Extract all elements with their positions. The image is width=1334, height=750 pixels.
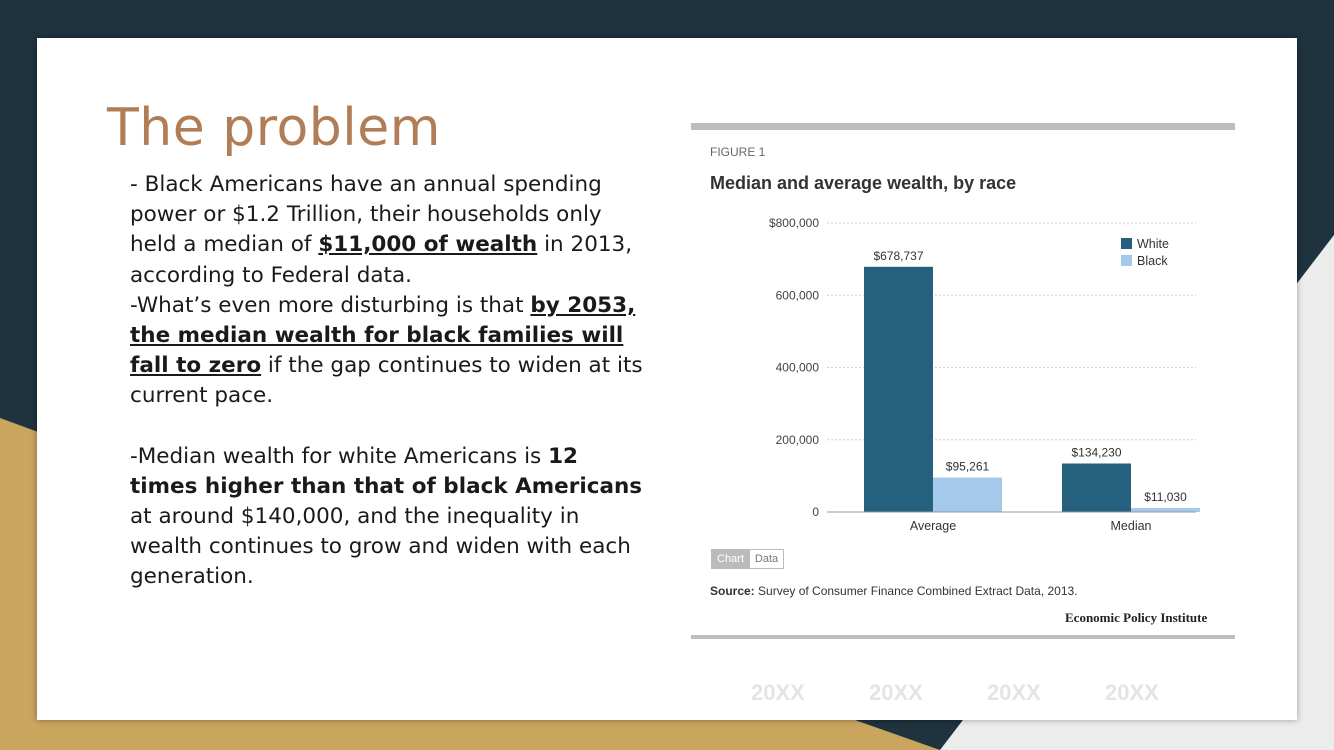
legend-label: White — [1137, 237, 1169, 251]
chart-tabs: Chart Data — [711, 549, 785, 569]
wealth-bar-chart: 0 200,000 400,000 600,000 $800,000 $678,737 $9… — [769, 216, 1200, 533]
data-label: $134,230 — [1071, 446, 1121, 460]
bar — [1131, 508, 1200, 512]
y-tick-label: $800,000 — [769, 216, 819, 230]
text-run: in 2013, according to Federal data. — [130, 232, 633, 288]
tab-chart[interactable]: Chart — [711, 549, 750, 569]
x-tick-label: Median — [1111, 519, 1152, 533]
emphasis-projection: by 2053, the median wealth for black fam… — [130, 292, 636, 379]
text-run: - Black Americans have an annual spendin… — [130, 172, 602, 258]
data-label: $678,737 — [873, 249, 923, 263]
y-tick-label: 0 — [812, 505, 819, 519]
bar — [864, 266, 933, 512]
text-run: -Median wealth for white Americans is — [130, 443, 549, 469]
paragraph-median: -Median wealth for white Americans is 12… — [130, 442, 650, 593]
figure-top-rule — [691, 123, 1235, 130]
paragraph-projection: -What’s even more disturbing is that by … — [130, 291, 650, 412]
y-tick-label: 200,000 — [776, 433, 820, 447]
emphasis-ratio: 12 times higher than that of black Ameri… — [130, 443, 643, 499]
slide: The problem - Black Americans have an an… — [37, 38, 1297, 720]
data-label: $11,030 — [1144, 490, 1187, 504]
legend-label: Black — [1137, 254, 1168, 268]
bar — [1062, 463, 1131, 512]
footer-date: 20XX — [987, 680, 1041, 705]
footer-date: 20XX — [1105, 680, 1159, 705]
slide-body: - Black Americans have an annual spendin… — [130, 170, 650, 593]
paragraph-spending: - Black Americans have an annual spendin… — [130, 170, 650, 291]
figure-bottom-rule — [691, 635, 1235, 639]
source-label: Source: — [710, 584, 755, 598]
x-tick-label: Average — [910, 519, 956, 533]
y-tick-label: 600,000 — [776, 288, 820, 302]
legend-swatch — [1121, 255, 1132, 266]
tab-data[interactable]: Data — [749, 549, 785, 569]
footer-dates: 20XX 20XX 20XX 20XX — [751, 680, 1167, 706]
publisher-credit: Economic Policy Institute — [1065, 610, 1208, 625]
source-note: Source: Survey of Consumer Finance Combi… — [710, 584, 1078, 598]
text-run: if the gap continues to widen at its cur… — [130, 353, 643, 409]
text-run: at around $140,000, and the inequality i… — [130, 504, 631, 590]
footer-date: 20XX — [751, 680, 805, 705]
slide-title: The problem — [107, 98, 441, 158]
figure-title: Median and average wealth, by race — [710, 173, 1017, 193]
bar — [933, 477, 1002, 512]
data-label: $95,261 — [946, 460, 990, 474]
footer-date: 20XX — [869, 680, 923, 705]
emphasis-wealth: $11,000 of wealth — [318, 232, 538, 258]
legend-swatch — [1121, 238, 1132, 249]
figure-label: FIGURE 1 — [710, 145, 766, 159]
y-tick-label: 400,000 — [776, 361, 820, 375]
source-text: Survey of Consumer Finance Combined Extr… — [754, 584, 1078, 598]
text-run: -What’s even more disturbing is that — [130, 292, 531, 318]
